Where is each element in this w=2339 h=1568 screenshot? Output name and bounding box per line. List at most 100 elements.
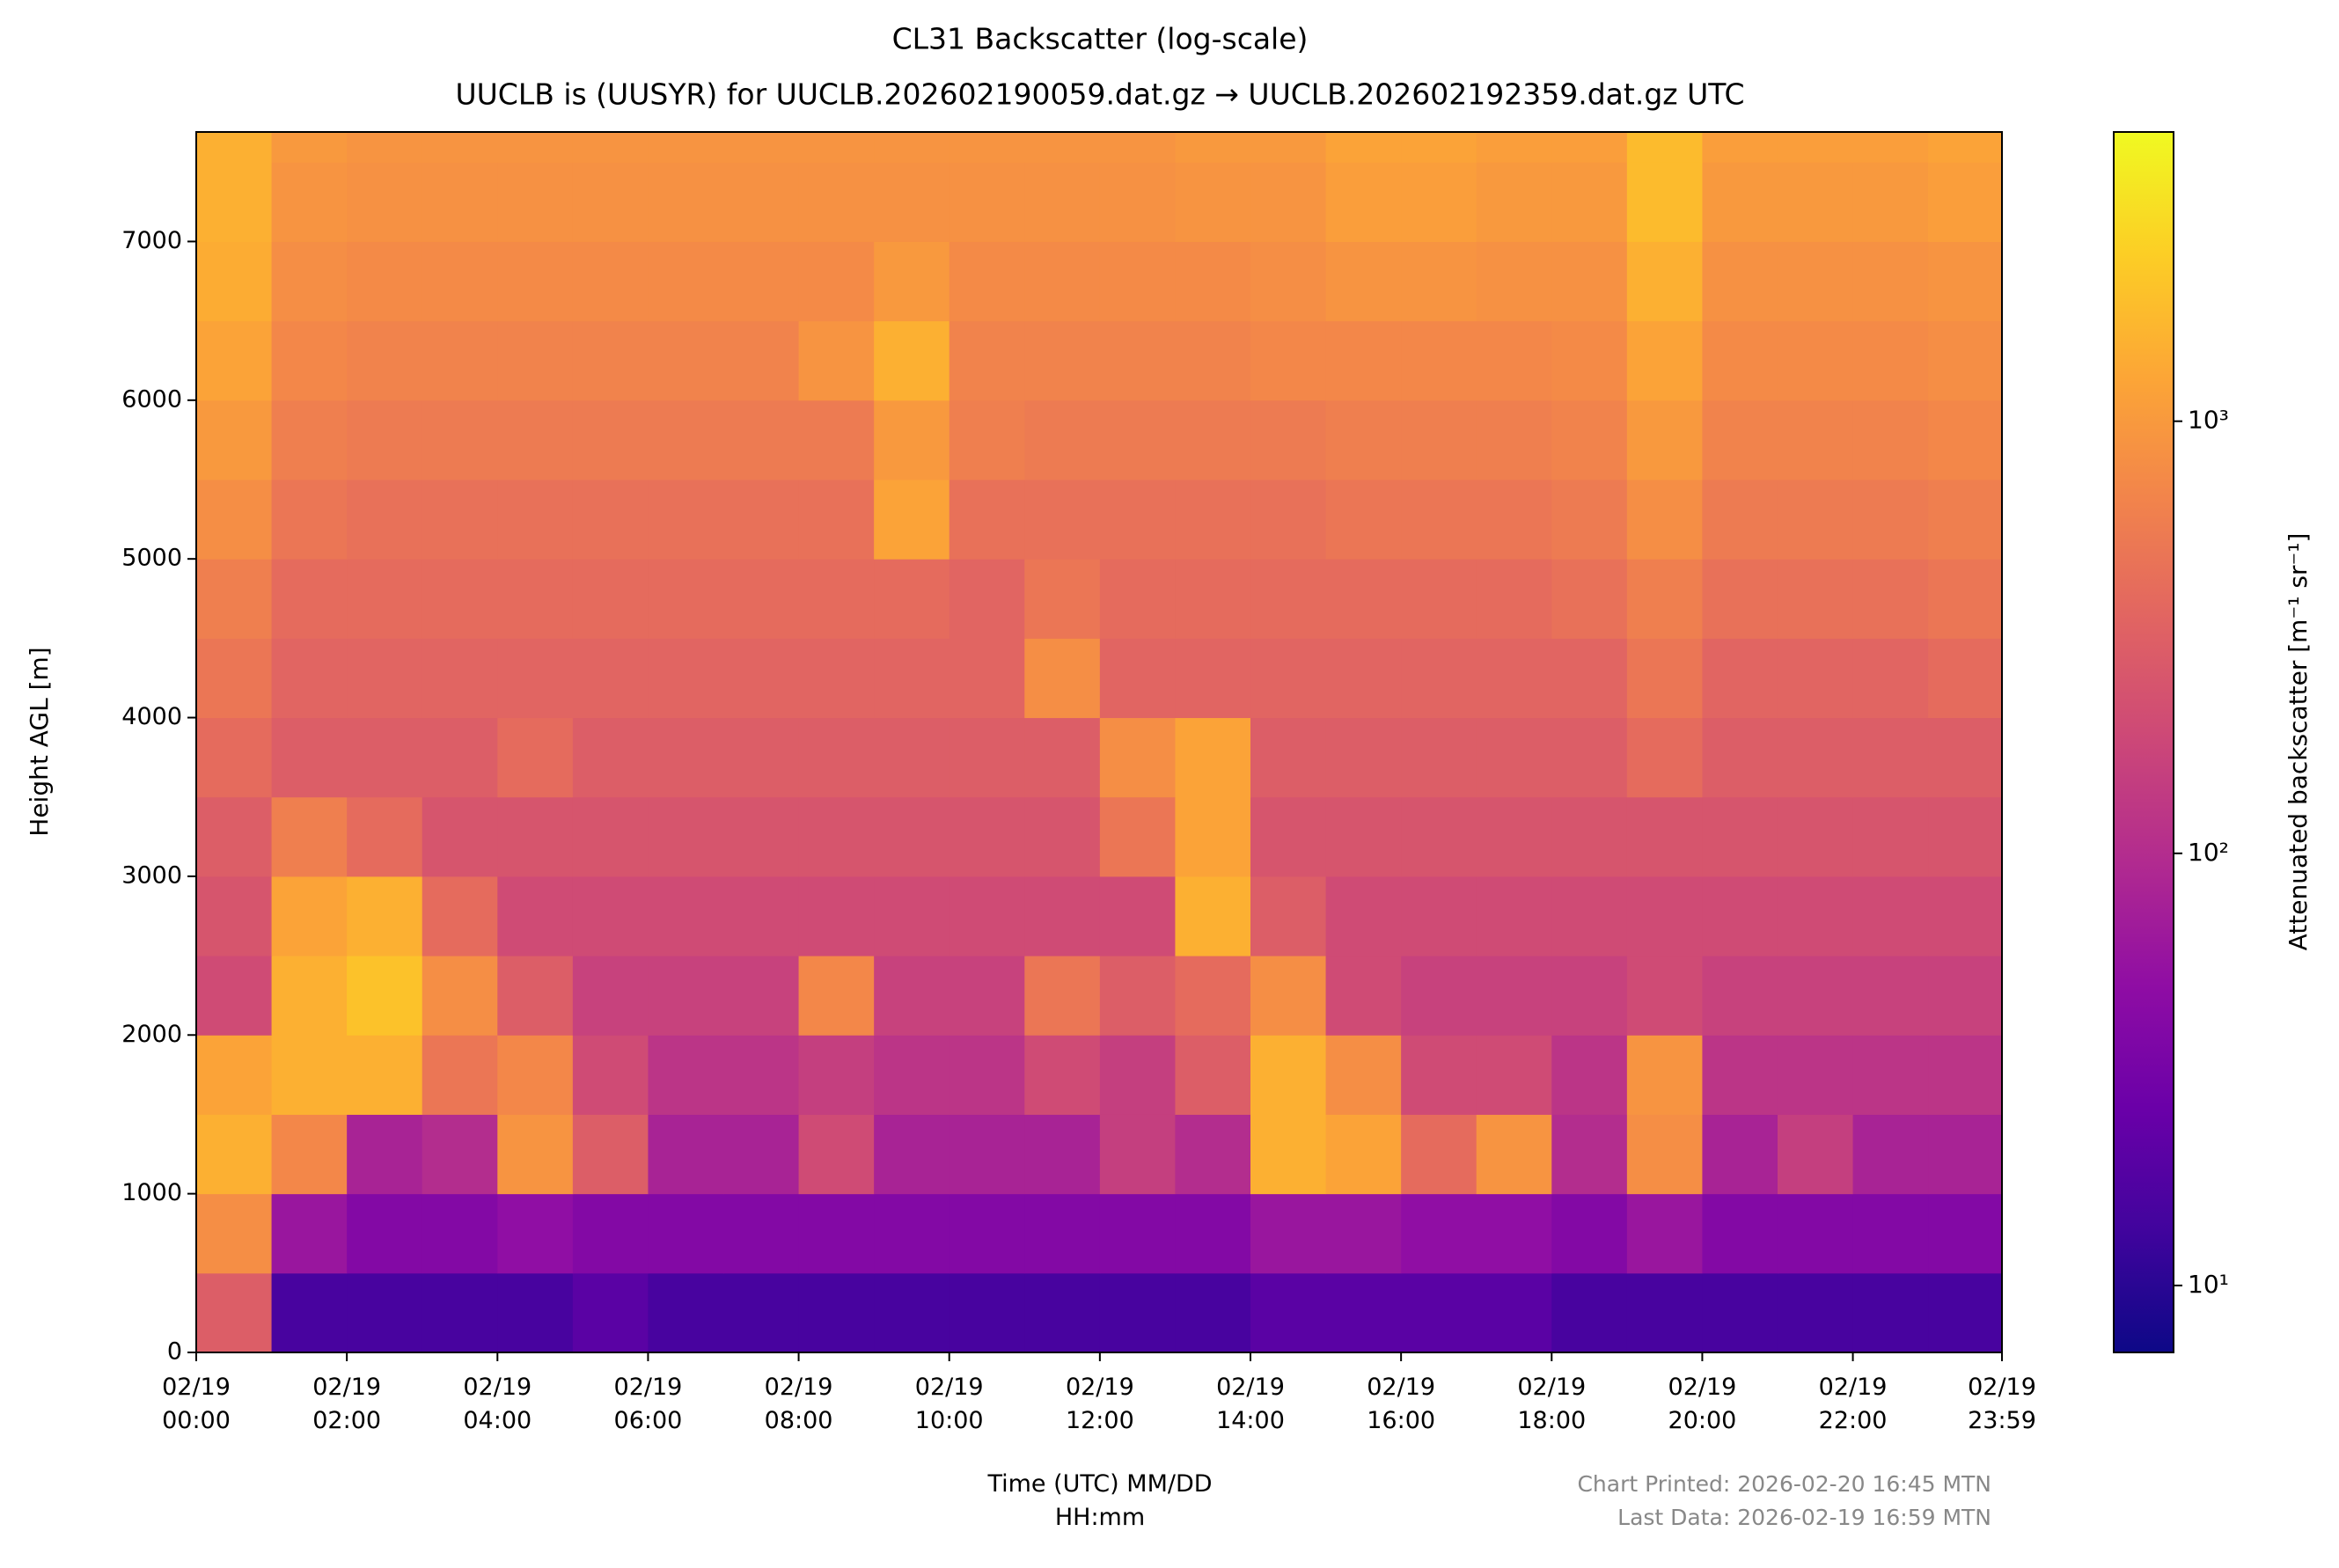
heatmap-cell	[1099, 1193, 1176, 1274]
heatmap-cell	[1702, 638, 1778, 719]
heatmap-cell	[271, 479, 348, 560]
colorbar	[2113, 131, 2174, 1353]
heatmap-cell	[798, 717, 875, 798]
heatmap-cell	[1777, 162, 1854, 242]
heatmap-cell	[874, 399, 950, 480]
heatmap-cell	[949, 320, 1025, 401]
heatmap-cell	[572, 162, 649, 242]
x-tick-label: 02/19 16:00	[1367, 1374, 1436, 1434]
colorbar-label: Attenuated backscatter [m⁻¹ sr⁻¹]	[2284, 533, 2313, 951]
heatmap-cell	[722, 132, 800, 163]
heatmap-cell	[1476, 876, 1552, 956]
heatmap-cell	[1401, 796, 1477, 877]
heatmap-cell	[1325, 956, 1402, 1036]
heatmap-cell	[1401, 638, 1477, 719]
heatmap-cell	[1401, 876, 1477, 956]
heatmap-cell	[1626, 132, 1703, 163]
heatmap-cell	[196, 876, 273, 956]
heatmap-cell	[1551, 1193, 1628, 1274]
heatmap-cell	[422, 320, 498, 401]
heatmap-cell	[949, 399, 1025, 480]
heatmap-cell	[271, 320, 348, 401]
heatmap-cell	[1626, 1193, 1703, 1274]
heatmap-cell	[1702, 132, 1778, 163]
heatmap-cell	[1852, 1272, 1929, 1353]
heatmap-cell	[722, 796, 800, 877]
heatmap-cell	[1099, 162, 1176, 242]
heatmap-cell	[347, 796, 423, 877]
heatmap-cell	[1401, 717, 1477, 798]
heatmap-cell	[196, 1272, 273, 1353]
heatmap-cell	[1024, 1035, 1101, 1115]
heatmap-cell	[722, 1114, 800, 1195]
heatmap-cell	[1401, 1272, 1477, 1353]
heatmap-cell	[1626, 638, 1703, 719]
heatmap-cell	[1852, 717, 1929, 798]
heatmap-cell	[1250, 638, 1327, 719]
heatmap-cell	[798, 876, 875, 956]
heatmap-cell	[1702, 1272, 1778, 1353]
heatmap-cell	[874, 241, 950, 322]
heatmap-cell	[572, 796, 649, 877]
x-tick-label: 02/19 12:00	[1065, 1374, 1134, 1434]
heatmap-cell	[648, 796, 724, 877]
heatmap-cell	[1777, 1272, 1854, 1353]
heatmap-cell	[1175, 717, 1251, 798]
heatmap-cell	[1250, 1193, 1327, 1274]
heatmap-cell	[1250, 956, 1327, 1036]
heatmap-cell	[1401, 559, 1477, 639]
heatmap-cell	[648, 717, 724, 798]
heatmap-cell	[1401, 320, 1477, 401]
heatmap-cell	[1777, 956, 1854, 1036]
heatmap-cell	[1702, 1035, 1778, 1115]
heatmap-cell	[1852, 1035, 1929, 1115]
heatmap-cell	[1024, 559, 1101, 639]
heatmap-cell	[1702, 559, 1778, 639]
heatmap-cell	[1777, 132, 1854, 163]
heatmap-cell	[1551, 796, 1628, 877]
y-tick-label: 5000	[121, 545, 182, 572]
heatmap-cell	[1175, 320, 1251, 401]
heatmap-cell	[648, 132, 724, 163]
heatmap-cell	[1928, 956, 2003, 1036]
heatmap-cell	[1250, 132, 1327, 163]
x-tick-label: 02/19 08:00	[764, 1374, 833, 1434]
heatmap-cell	[1476, 399, 1552, 480]
heatmap-cell	[798, 241, 875, 322]
x-axis-label: Time (UTC) MM/DD HH:mm	[987, 1470, 1213, 1531]
heatmap-cell	[798, 638, 875, 719]
heatmap-cell	[1024, 1193, 1101, 1274]
heatmap-cell	[1702, 320, 1778, 401]
heatmap-cell	[271, 956, 348, 1036]
heatmap-cell	[1551, 1114, 1628, 1195]
heatmap-cell	[1626, 1114, 1703, 1195]
heatmap-cell	[949, 1035, 1025, 1115]
heatmap-cell	[1175, 876, 1251, 956]
heatmap-cell	[722, 876, 800, 956]
heatmap-cell	[1702, 479, 1778, 560]
heatmap-cell	[1551, 320, 1628, 401]
heatmap-cell	[572, 1193, 649, 1274]
heatmap-cell	[1024, 1114, 1101, 1195]
heatmap-cell	[1175, 638, 1251, 719]
heatmap-cell	[722, 241, 800, 322]
heatmap-cell	[572, 638, 649, 719]
heatmap-cell	[949, 162, 1025, 242]
heatmap-cell	[1325, 162, 1402, 242]
heatmap-cell	[1024, 956, 1101, 1036]
heatmap-cell	[196, 132, 273, 163]
heatmap-cell	[648, 399, 724, 480]
y-axis-label: Height AGL [m]	[25, 647, 54, 836]
x-tick-label: 02/19 06:00	[613, 1374, 683, 1434]
heatmap-cell	[347, 876, 423, 956]
heatmap-cell	[271, 241, 348, 322]
heatmap-cell	[648, 559, 724, 639]
heatmap-cell	[1325, 559, 1402, 639]
heatmap-cell	[1175, 1114, 1251, 1195]
heatmap-cell	[1175, 796, 1251, 877]
heatmap-cell	[1777, 1035, 1854, 1115]
heatmap-cell	[722, 162, 800, 242]
heatmap-cell	[196, 1114, 273, 1195]
heatmap-cell	[798, 479, 875, 560]
